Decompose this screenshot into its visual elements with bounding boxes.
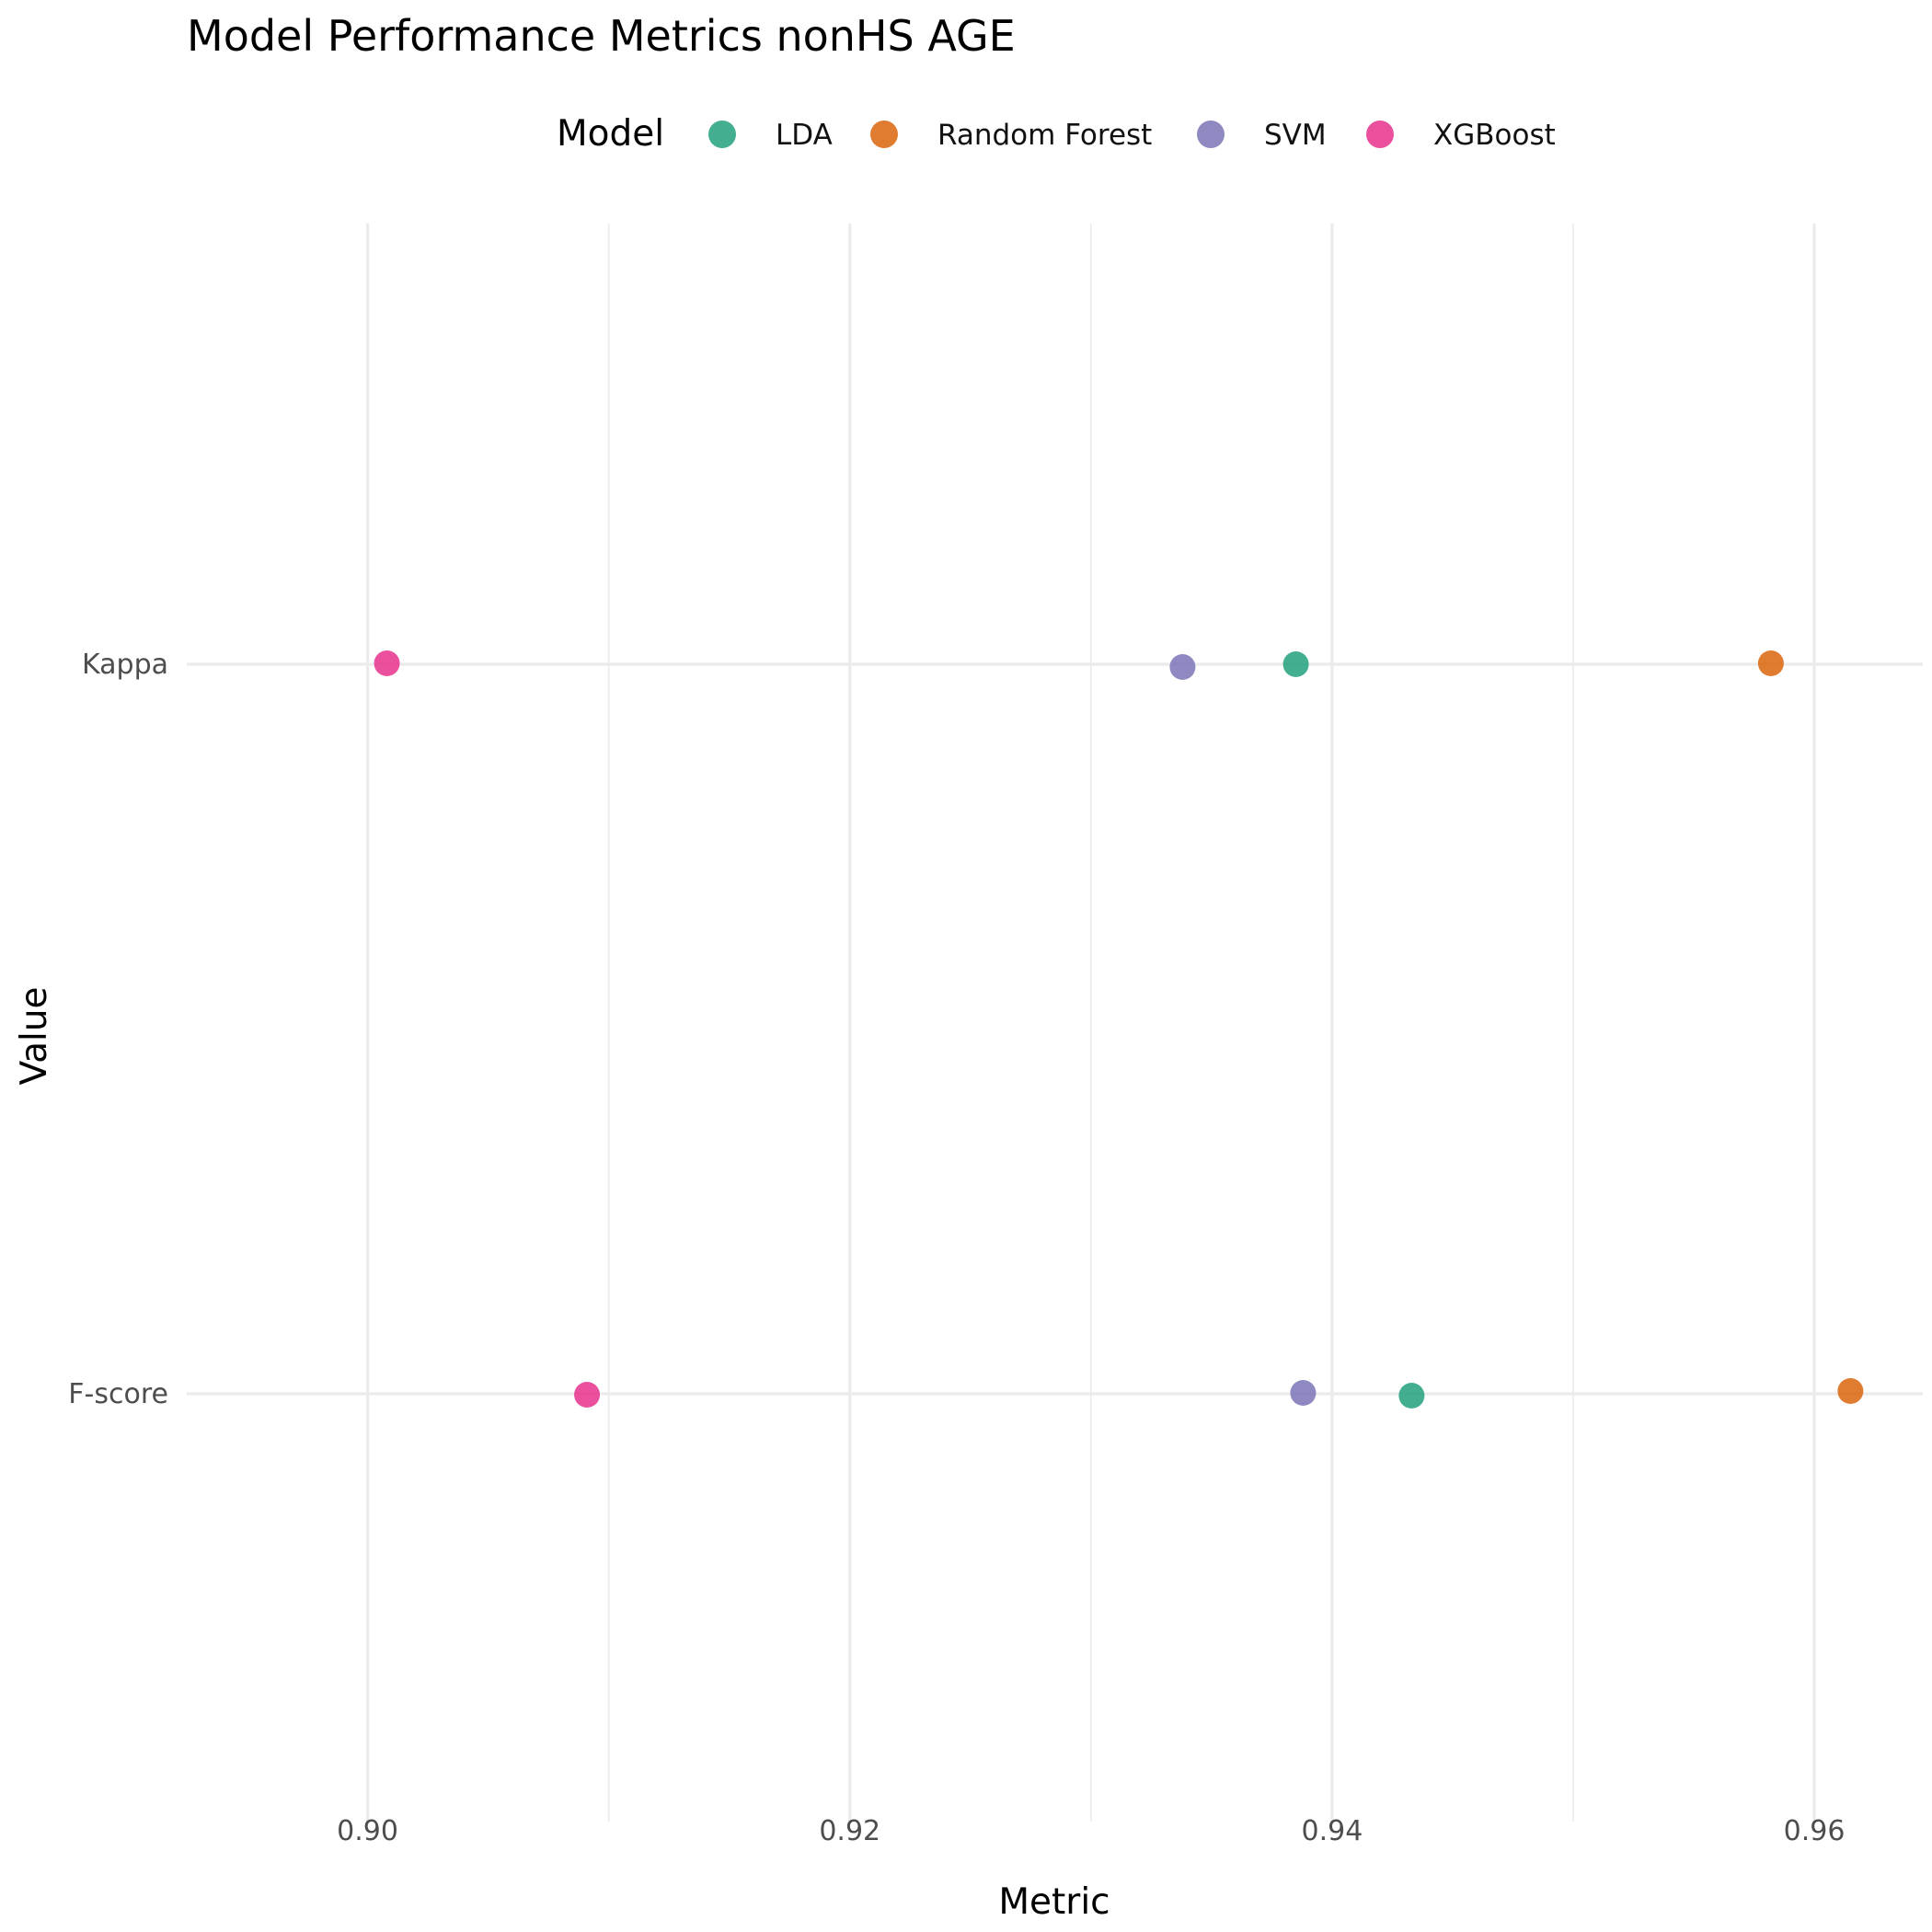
- x-axis-title: Metric: [998, 1881, 1110, 1923]
- legend-key: [1366, 121, 1394, 148]
- x-tick-label: 0.96: [1784, 1815, 1846, 1847]
- legend-label: SVM: [1264, 119, 1327, 152]
- chart-title: Model Performance Metrics nonHS AGE: [187, 11, 1016, 61]
- x-tick-label: 0.92: [819, 1815, 880, 1847]
- data-point: [1837, 1378, 1864, 1404]
- data-point: [1282, 651, 1309, 677]
- legend-label: LDA: [776, 119, 833, 152]
- legend-label: XGBoost: [1433, 119, 1556, 152]
- x-axis-ticks: 0.90 0.92 0.94 0.96: [337, 1815, 1845, 1847]
- x-tick-label: 0.94: [1301, 1815, 1363, 1847]
- data-points: [374, 650, 1864, 1409]
- legend-title: Model: [557, 113, 664, 155]
- y-tick-label: F-score: [68, 1378, 168, 1410]
- y-axis-title: Value: [14, 986, 55, 1085]
- x-tick-label: 0.90: [337, 1815, 398, 1847]
- plot-area: [187, 224, 1923, 1822]
- data-point: [574, 1382, 601, 1408]
- data-point: [1169, 654, 1196, 680]
- y-tick-label: Kappa: [82, 649, 168, 681]
- legend-key: [708, 121, 736, 148]
- legend-key: [870, 121, 898, 148]
- y-axis-ticks: Kappa F-score: [68, 649, 168, 1410]
- legend-key: [1197, 121, 1225, 148]
- data-point: [374, 650, 400, 676]
- legend-label: Random Forest: [937, 119, 1152, 152]
- data-point: [1398, 1383, 1425, 1409]
- legend: Model LDA Random Forest SVM XGBoost: [557, 113, 1556, 155]
- data-point: [1757, 650, 1784, 676]
- grid: [187, 224, 1923, 1822]
- data-point: [1290, 1380, 1317, 1406]
- legend-items: LDA Random Forest SVM XGBoost: [708, 119, 1556, 152]
